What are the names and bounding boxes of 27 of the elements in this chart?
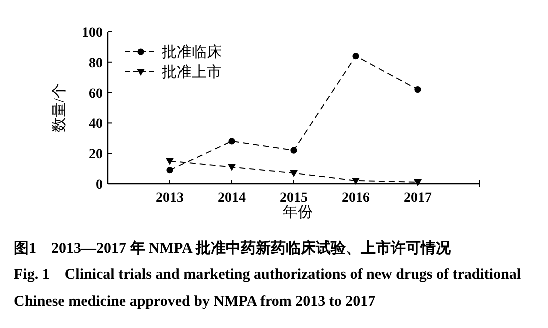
y-axis-title: 数量/个 bbox=[51, 83, 68, 133]
y-tick-label: 100 bbox=[82, 26, 103, 41]
y-tick-label: 0 bbox=[96, 178, 103, 193]
legend-label: 批准临床 bbox=[162, 44, 222, 61]
point bbox=[414, 179, 422, 186]
x-tick-label: 2016 bbox=[342, 191, 370, 206]
text: Fig. 1 Clinical trials and marketing authorizations of new drugs of traditional Chinese medicine approved by NMPA from 2013 to 2017 bbox=[14, 267, 522, 310]
y-tick-label: 80 bbox=[89, 56, 103, 72]
x-tick-label: 2013 bbox=[156, 191, 184, 206]
point bbox=[166, 167, 174, 174]
x-tick-label: 2017 bbox=[404, 191, 432, 206]
x-axis-title: 年份 bbox=[283, 204, 313, 221]
y-tick-label: 60 bbox=[89, 86, 103, 102]
x-tick-label: 2014 bbox=[218, 191, 246, 206]
point bbox=[352, 53, 360, 60]
point bbox=[290, 170, 298, 178]
text: 图1 2013—2017 年 NMPA 批准中药新药临床试验、上市许可情况 bbox=[14, 239, 452, 257]
x-tick-label: 2015 bbox=[280, 191, 308, 206]
point bbox=[414, 86, 422, 94]
point bbox=[352, 178, 360, 185]
point bbox=[166, 158, 174, 166]
point bbox=[228, 164, 236, 172]
point bbox=[228, 138, 236, 145]
point bbox=[290, 147, 298, 154]
legend-label: 批准上市 bbox=[162, 64, 222, 81]
y-tick-label: 20 bbox=[89, 148, 103, 163]
y-tick-label: 40 bbox=[89, 117, 103, 132]
